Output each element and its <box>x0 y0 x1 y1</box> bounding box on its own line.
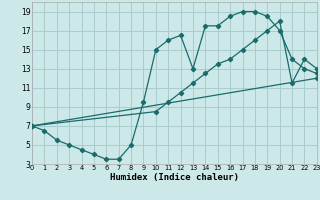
X-axis label: Humidex (Indice chaleur): Humidex (Indice chaleur) <box>110 173 239 182</box>
